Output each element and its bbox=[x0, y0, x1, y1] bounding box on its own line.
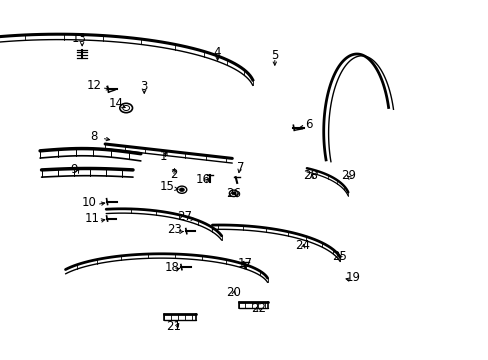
Text: 4: 4 bbox=[213, 46, 221, 59]
Circle shape bbox=[231, 192, 235, 195]
Text: 18: 18 bbox=[164, 261, 179, 274]
Text: 5: 5 bbox=[270, 49, 278, 62]
Text: 15: 15 bbox=[160, 180, 174, 193]
Text: 29: 29 bbox=[340, 169, 355, 182]
Text: 2: 2 bbox=[169, 168, 177, 181]
Text: 26: 26 bbox=[226, 187, 241, 200]
Text: 10: 10 bbox=[81, 196, 96, 209]
Text: 20: 20 bbox=[226, 286, 241, 299]
Text: 19: 19 bbox=[345, 271, 360, 284]
Text: 27: 27 bbox=[177, 210, 192, 223]
Text: 14: 14 bbox=[109, 97, 123, 110]
Text: 25: 25 bbox=[332, 250, 346, 263]
Text: 13: 13 bbox=[72, 32, 86, 45]
Text: 24: 24 bbox=[294, 239, 309, 252]
Text: 9: 9 bbox=[70, 163, 78, 176]
Text: 17: 17 bbox=[238, 257, 252, 270]
Text: 22: 22 bbox=[250, 302, 265, 315]
Text: 16: 16 bbox=[195, 173, 210, 186]
Text: 12: 12 bbox=[86, 79, 101, 92]
Text: 3: 3 bbox=[140, 80, 148, 93]
Text: 28: 28 bbox=[303, 169, 317, 182]
Text: 8: 8 bbox=[90, 130, 98, 143]
Text: 11: 11 bbox=[84, 212, 99, 225]
Circle shape bbox=[179, 188, 184, 192]
Text: 23: 23 bbox=[167, 223, 182, 236]
Text: 6: 6 bbox=[305, 118, 312, 131]
Text: 21: 21 bbox=[166, 320, 181, 333]
Text: 7: 7 bbox=[236, 161, 244, 174]
Text: 1: 1 bbox=[160, 150, 167, 163]
